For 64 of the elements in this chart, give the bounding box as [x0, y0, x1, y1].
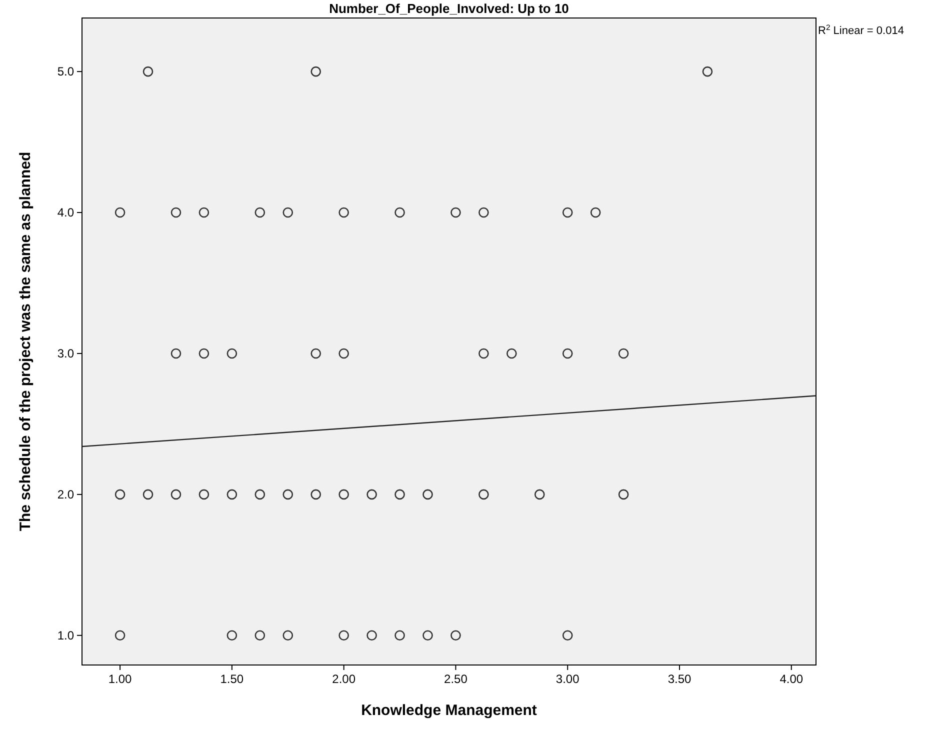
point	[590, 207, 601, 218]
chart-title: Number_Of_People_Involved: Up to 10	[329, 1, 569, 16]
point	[394, 489, 405, 500]
point	[394, 207, 405, 218]
point	[478, 207, 489, 218]
point	[170, 489, 182, 500]
x-tick-label: 3.00	[556, 672, 580, 686]
point	[254, 630, 266, 641]
point	[114, 630, 126, 641]
x-axis-title: Knowledge Management	[361, 702, 537, 719]
point	[618, 489, 629, 500]
point	[254, 207, 266, 218]
point	[562, 630, 573, 641]
x-tick-label: 3.50	[668, 672, 692, 686]
point	[226, 348, 238, 359]
point	[282, 489, 294, 500]
point	[338, 630, 349, 641]
y-tick-label: 2.0	[57, 487, 74, 502]
point	[450, 207, 461, 218]
point	[254, 489, 266, 500]
x-tick-label: 1.00	[108, 672, 132, 686]
y-tick-label: 3.0	[57, 346, 74, 360]
point	[170, 348, 182, 359]
point	[422, 630, 433, 641]
point	[366, 489, 377, 500]
point	[562, 207, 573, 218]
point	[422, 489, 433, 500]
point	[310, 348, 321, 359]
point	[338, 489, 349, 500]
point	[114, 489, 126, 500]
point	[114, 207, 126, 218]
text: R$^{2}$ Linear = 0.014	[818, 22, 904, 37]
point	[338, 207, 349, 218]
y-tick-label: 5.0	[57, 64, 74, 79]
point	[478, 489, 489, 500]
point	[170, 207, 182, 218]
point	[506, 348, 517, 359]
point	[142, 489, 154, 500]
point	[310, 489, 321, 500]
point	[394, 630, 405, 641]
point	[450, 630, 461, 641]
point	[282, 630, 294, 641]
point	[562, 348, 573, 359]
point	[310, 66, 321, 77]
point	[198, 489, 210, 500]
point	[338, 348, 349, 359]
point	[618, 348, 629, 359]
point	[534, 489, 545, 500]
point	[282, 207, 294, 218]
y-tick-label: 4.0	[57, 206, 74, 220]
point	[198, 348, 210, 359]
point	[226, 630, 238, 641]
point	[198, 207, 210, 218]
y-tick-label: 1.0	[57, 628, 74, 642]
x-tick-label: 2.00	[332, 672, 356, 686]
point	[366, 630, 377, 641]
point	[478, 348, 489, 359]
x-tick-label: 1.50	[220, 672, 244, 686]
y-axis-title: The schedule of the project was the same as planned	[17, 152, 34, 532]
x-tick-label: 2.50	[444, 672, 468, 686]
point	[226, 489, 238, 500]
point	[142, 66, 154, 77]
x-tick-label: 4.00	[780, 672, 804, 686]
point	[702, 66, 713, 77]
